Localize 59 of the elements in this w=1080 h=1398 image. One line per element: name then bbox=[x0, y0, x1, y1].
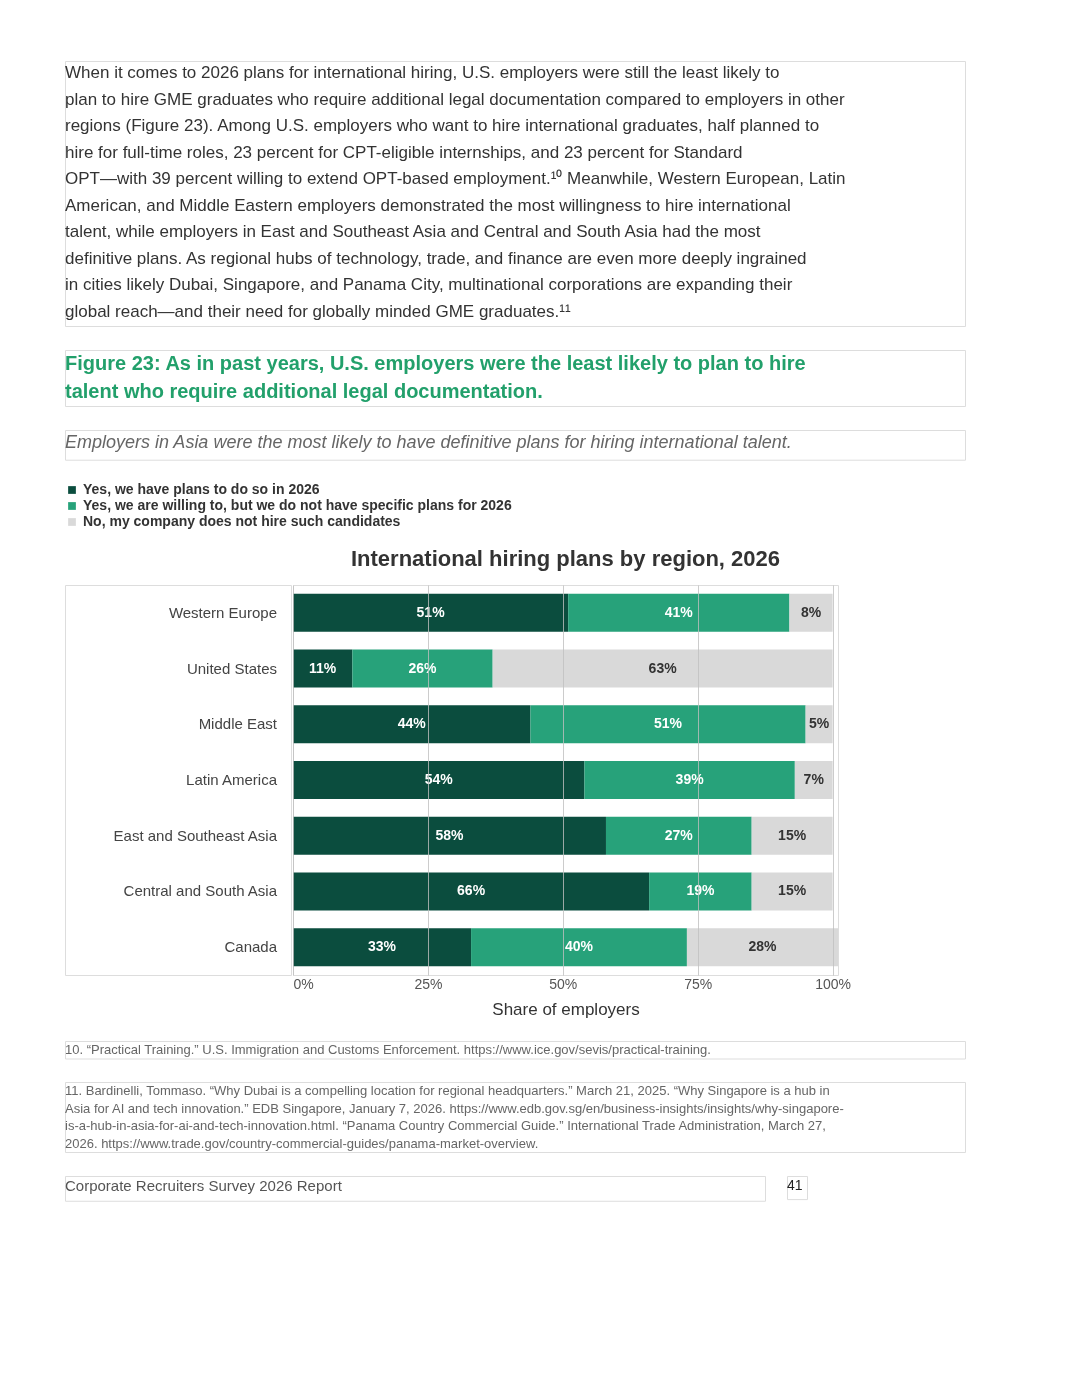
bar bbox=[293, 816, 606, 855]
bar bbox=[293, 593, 569, 632]
legend-label: Yes, we are willing to, but we do not have specific plans for 2026 bbox=[83, 497, 512, 513]
legend-label: Yes, we have plans to do so in 2026 bbox=[83, 481, 320, 497]
y-tick-label: East and Southeast Asia bbox=[113, 826, 278, 844]
y-tick-label: Latin America bbox=[186, 771, 278, 788]
bar bbox=[751, 816, 833, 855]
data-label: 11% bbox=[309, 659, 337, 676]
bar bbox=[293, 649, 353, 688]
bar bbox=[471, 928, 687, 967]
bar bbox=[352, 649, 493, 688]
data-label: 44% bbox=[397, 715, 427, 732]
x-tick-label: 0% bbox=[293, 975, 314, 992]
bar bbox=[789, 593, 833, 632]
text: 10. “Practical Training.” U.S. Immigration and Customs Enforcement. https://www.ice.gov/sevis/practical-training. bbox=[65, 1042, 711, 1057]
x-tick-label: 100% bbox=[815, 975, 852, 992]
bar bbox=[492, 649, 833, 688]
data-label: 51% bbox=[654, 715, 683, 732]
text: When it comes to 2026 plans for international hiring, U.S. employers were still the least likely to plan to hire GME graduates who require additional legal documentation compared to employers in other regions (Figure 23). Among U.S. employers who want to hire international graduates, half planned to hire for full-time roles, 23 percent for CPT-eligible internships, and 23 percent for Standard OPT—with 39 percent willing to extend OPT-based employment.¹⁰ Meanwhile, Western European, Latin American, and Middle Eastern employers demonstrated the most willingness to hire international talent, while employers in East and Southeast Asia and Central and South Asia had the most definitive plans. As regional hubs of technology, trade, and finance are even more deeply ingrained in cities likely Dubai, Singapore, and Panama City, multinational corporations are expanding their global reach—and their need for globally minded GME graduates.¹¹ bbox=[65, 63, 846, 321]
bar bbox=[530, 705, 806, 744]
data-label: 66% bbox=[457, 882, 486, 899]
caption: Figure 23: As in past years, U.S. employers were the least likely to plan to hire talent who require additional legal documentation. bbox=[65, 352, 806, 402]
y-tick-label: Central and South Asia bbox=[123, 882, 278, 900]
x-tick-label: 50% bbox=[549, 975, 578, 992]
x-tick-label: 25% bbox=[414, 975, 443, 992]
x-axis-title: Share of employers bbox=[492, 999, 640, 1019]
text: 41 bbox=[787, 1177, 803, 1193]
data-label: 40% bbox=[564, 938, 594, 955]
data-label: 63% bbox=[648, 659, 678, 676]
data-label: 7% bbox=[803, 771, 825, 787]
data-label: 41% bbox=[664, 603, 694, 620]
text: Corporate Recruiters Survey 2026 Report bbox=[65, 1177, 343, 1194]
bar bbox=[568, 593, 790, 632]
data-label: 15% bbox=[778, 826, 807, 843]
legend-label: No, my company does not hire such candidates bbox=[83, 513, 401, 529]
chart-title: International hiring plans by region, 2026 bbox=[350, 546, 781, 571]
y-tick-label: Canada bbox=[224, 938, 278, 956]
bar bbox=[751, 872, 833, 911]
data-label: 27% bbox=[664, 826, 694, 843]
bar bbox=[605, 816, 752, 855]
data-label: 15% bbox=[778, 882, 807, 899]
bar bbox=[649, 872, 752, 911]
bar bbox=[293, 928, 472, 967]
data-label: 28% bbox=[748, 938, 778, 955]
data-label: 33% bbox=[368, 938, 397, 955]
data-label: 5% bbox=[809, 715, 830, 732]
bar bbox=[293, 761, 585, 799]
data-label: 58% bbox=[435, 826, 465, 843]
bar bbox=[293, 872, 650, 911]
bar bbox=[584, 761, 795, 799]
text: 11. Bardinelli, Tommaso. “Why Dubai is a compelling location for regional headquarters.” March 21, 2025. “Why Singapore is a hub in Asia for AI and tech innovation.” EDB Singapore, January 7, 2026. https://www.edb.gov.sg/en/business-insights/insights/why-singapore-is-a-hub-in-asia-for-ai-and-tech-innovation.html. “Panama Country Commercial Guide.” International Trade Administration, March 27, 2026. https://www.trade.gov/country-commercial-guides/panama-market-overview. bbox=[65, 1083, 844, 1151]
bar bbox=[293, 705, 531, 744]
data-label: 8% bbox=[800, 603, 822, 620]
y-tick-label: Middle East bbox=[198, 715, 278, 733]
y-tick-label: United States bbox=[186, 659, 277, 677]
bar bbox=[794, 761, 833, 799]
x-tick-label: 75% bbox=[684, 975, 713, 992]
text: Employers in Asia were the most likely to have definitive plans for hiring international talent. bbox=[65, 432, 792, 452]
y-tick-label: Western Europe bbox=[168, 603, 277, 621]
